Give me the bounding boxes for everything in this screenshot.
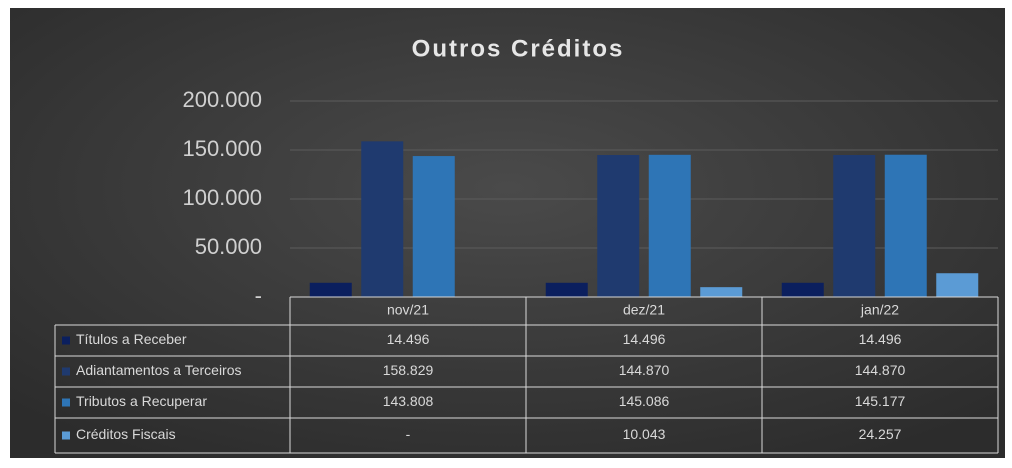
bar (597, 155, 640, 297)
chart-title: Outros Créditos (412, 35, 625, 62)
x-tick-label: dez/21 (623, 302, 665, 318)
y-tick-label: 150.000 (182, 136, 262, 161)
legend-label: Créditos Fiscais (76, 426, 176, 442)
y-tick-label: 100.000 (182, 185, 262, 210)
bar (648, 154, 691, 297)
legend-key (62, 336, 70, 345)
legend-key (62, 398, 70, 407)
x-tick-label: nov/21 (387, 302, 429, 318)
data-label: 145.177 (855, 393, 906, 409)
bar (361, 141, 404, 297)
data-label: - (406, 426, 411, 442)
data-label: 144.870 (855, 362, 906, 378)
bar (700, 287, 743, 297)
data-label: 14.496 (623, 331, 666, 347)
data-label: 145.086 (619, 393, 670, 409)
legend-label: Títulos a Receber (76, 331, 187, 347)
bar (781, 282, 824, 297)
y-tick-label: 50.000 (195, 234, 262, 259)
data-label: 14.496 (387, 331, 430, 347)
y-tick-label: - (255, 283, 262, 308)
bar (545, 282, 588, 297)
x-tick-label: jan/22 (860, 302, 899, 318)
legend-key (62, 367, 70, 376)
data-label: 10.043 (623, 426, 666, 442)
bar (309, 282, 352, 297)
bar (884, 154, 927, 297)
bar (412, 156, 455, 297)
legend-label: Tributos a Recuperar (76, 393, 207, 409)
data-label: 144.870 (619, 362, 670, 378)
legend-key (62, 431, 70, 440)
data-label: 14.496 (859, 331, 902, 347)
y-tick-label: 200.000 (182, 87, 262, 112)
bar (833, 155, 876, 297)
legend-label: Adiantamentos a Terceiros (76, 362, 242, 378)
data-label: 24.257 (859, 426, 902, 442)
bar (936, 273, 979, 297)
data-label: 158.829 (383, 362, 434, 378)
data-label: 143.808 (383, 393, 434, 409)
